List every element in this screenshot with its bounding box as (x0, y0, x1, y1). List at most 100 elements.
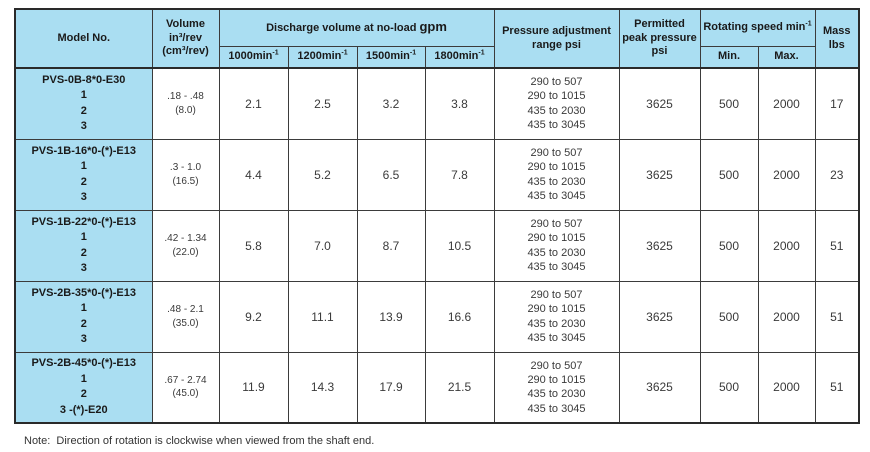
pressure-range-line: 290 to 507 (530, 217, 583, 230)
model-variant: 2 (80, 175, 87, 188)
table-row: PVS-2B-35*0-(*)-E13 1 2 3 .48 - 2.1 (35.… (14, 280, 860, 353)
volume-range: .42 - 1.34 (164, 233, 207, 244)
speed-max-label: Max. (774, 49, 799, 62)
pressure-range-line: 435 to 3045 (527, 119, 586, 132)
cell-mass: 17 (814, 67, 860, 140)
pressure-range-line: 290 to 507 (530, 359, 583, 372)
cell-speed-max: 2000 (757, 209, 816, 282)
cell-model: PVS-0B-8*0-E30 1 2 3 (14, 67, 153, 140)
cell-pressure-range: 290 to 507 290 to 1015 435 to 2030 435 t… (493, 351, 620, 424)
model-variant: 3 (80, 190, 87, 203)
peak-header-line: psi (651, 45, 668, 58)
cell-discharge-1200: 5.2 (287, 138, 358, 211)
pressure-range-line: 435 to 3045 (527, 331, 586, 344)
cell-discharge-1500: 3.2 (356, 67, 426, 140)
volume-header-line: in³/rev (168, 31, 202, 44)
volume-range: .67 - 2.74 (164, 374, 207, 386)
pressure-range-line: 290 to 1015 (527, 90, 586, 103)
cell-pressure-range: 290 to 507 290 to 1015 435 to 2030 435 t… (493, 67, 620, 140)
pressure-range-line: 435 to 2030 (527, 104, 586, 117)
pressure-range-line: 435 to 3045 (527, 260, 586, 273)
table-row: PVS-1B-16*0-(*)-E13 1 2 3 .3 - 1.0 (16.5… (14, 138, 860, 211)
model-variant: 1 (80, 89, 87, 102)
cell-volume: .67 - 2.74 (45.0) (151, 351, 220, 424)
cell-model: PVS-2B-45*0-(*)-E13 1 2 3 -(*)-E20 (14, 351, 153, 424)
cell-mass: 51 (814, 351, 860, 424)
speed-col-label: 1000min (228, 49, 273, 62)
col-header-model: Model No. (14, 8, 153, 69)
cell-peak-pressure: 3625 (618, 67, 701, 140)
model-number: PVS-2B-45*0-(*)-E13 (31, 357, 137, 370)
cell-pressure-range: 290 to 507 290 to 1015 435 to 2030 435 t… (493, 280, 620, 353)
cell-pressure-range: 290 to 507 290 to 1015 435 to 2030 435 t… (493, 138, 620, 211)
cell-model: PVS-1B-16*0-(*)-E13 1 2 3 (14, 138, 153, 211)
cell-discharge-1500: 6.5 (356, 138, 426, 211)
pressure-range-line: 435 to 2030 (527, 317, 586, 330)
col-header-discharge: Discharge volume at no-load gpm (218, 8, 495, 47)
cell-discharge-1500: 17.9 (356, 351, 426, 424)
model-number: PVS-0B-8*0-E30 (42, 73, 126, 86)
peak-header-line: Permitted (634, 17, 685, 30)
model-variant: 1 (80, 231, 87, 244)
cell-mass: 23 (814, 138, 860, 211)
volume-cc: (35.0) (172, 317, 199, 329)
pressure-header-line: range psi (532, 38, 581, 51)
pressure-range-line: 290 to 1015 (527, 232, 586, 245)
pressure-range-line: 435 to 3045 (527, 189, 586, 202)
cell-discharge-1800: 10.5 (424, 209, 495, 282)
cell-pressure-range: 290 to 507 290 to 1015 435 to 2030 435 t… (493, 209, 620, 282)
col-header-1200min: 1200min-1 (287, 45, 358, 69)
cell-speed-max: 2000 (757, 351, 816, 424)
speed-col-label: 1500min (365, 49, 410, 62)
cell-discharge-1200: 11.1 (287, 280, 358, 353)
cell-discharge-1500: 13.9 (356, 280, 426, 353)
pressure-range-line: 435 to 2030 (527, 388, 586, 401)
model-variant: 1 (80, 372, 87, 385)
cell-speed-min: 500 (699, 138, 759, 211)
cell-discharge-1000: 2.1 (218, 67, 289, 140)
col-header-rotating-speed: Rotating speed min-1 (699, 8, 816, 47)
cell-discharge-1800: 3.8 (424, 67, 495, 140)
cell-speed-min: 500 (699, 280, 759, 353)
cell-discharge-1200: 14.3 (287, 351, 358, 424)
cell-peak-pressure: 3625 (618, 351, 701, 424)
cell-discharge-1800: 21.5 (424, 351, 495, 424)
discharge-header-label: Discharge volume at no-load (266, 22, 420, 35)
cell-discharge-1000: 4.4 (218, 138, 289, 211)
mass-header-line: lbs (828, 38, 845, 51)
pressure-range-line: 435 to 2030 (527, 246, 586, 259)
cell-discharge-1000: 5.8 (218, 209, 289, 282)
discharge-unit-label: gpm (419, 19, 447, 35)
speed-col-sup: -1 (272, 49, 279, 57)
footnote: Note: Direction of rotation is clockwise… (24, 435, 375, 447)
cell-speed-min: 500 (699, 351, 759, 424)
model-variant: 3 -(*)-E20 (59, 403, 108, 416)
model-number: PVS-1B-22*0-(*)-E13 (31, 215, 137, 228)
model-variant: 1 (80, 302, 87, 315)
cell-volume: .48 - 2.1 (35.0) (151, 280, 220, 353)
volume-cc: (22.0) (172, 246, 199, 258)
col-header-1800min: 1800min-1 (424, 45, 495, 69)
pressure-range-line: 435 to 3045 (527, 402, 586, 415)
cell-discharge-1200: 2.5 (287, 67, 358, 140)
col-header-model-label: Model No. (57, 31, 111, 44)
volume-cc: (45.0) (172, 388, 199, 400)
volume-range: .3 - 1.0 (169, 162, 202, 173)
mass-header-line: Mass (822, 24, 851, 37)
cell-speed-max: 2000 (757, 67, 816, 140)
pressure-header-line: Pressure adjustment (502, 24, 611, 37)
pressure-range-line: 435 to 2030 (527, 175, 586, 188)
cell-speed-max: 2000 (757, 280, 816, 353)
cell-model: PVS-2B-35*0-(*)-E13 1 2 3 (14, 280, 153, 353)
col-header-pressure-range: Pressure adjustment range psi (493, 8, 620, 69)
pressure-range-line: 290 to 1015 (527, 161, 586, 174)
col-header-speed-min: Min. (699, 45, 759, 69)
model-variant: 1 (80, 160, 87, 173)
rotating-speed-label: Rotating speed min (703, 20, 806, 33)
pump-spec-table: Model No. Volume in³/rev (cm³/rev) Disch… (14, 8, 860, 424)
volume-range: .48 - 2.1 (167, 304, 204, 315)
col-header-1000min: 1000min-1 (218, 45, 289, 69)
pressure-range-line: 290 to 507 (530, 288, 583, 301)
volume-cc: (16.5) (172, 175, 199, 187)
model-variant: 2 (80, 388, 87, 401)
